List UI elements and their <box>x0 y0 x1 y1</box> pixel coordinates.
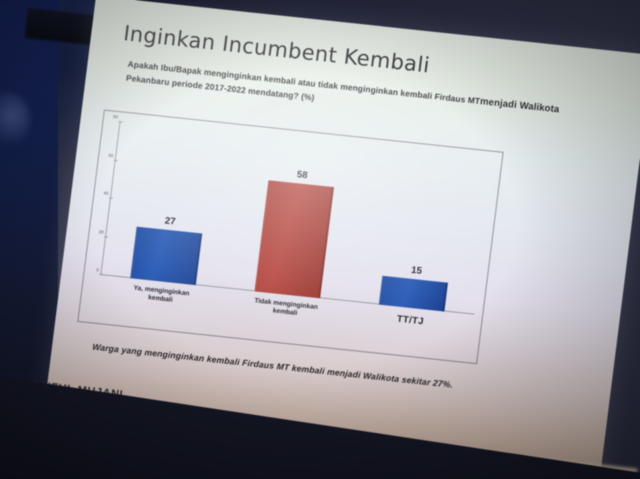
bar-group-2[interactable]: 15 <box>379 152 464 312</box>
y-axis-tick-label: 0 <box>96 267 100 273</box>
bar-group-1[interactable]: 58 <box>254 139 339 299</box>
x-label-ya: Ya, menginginkan kembali <box>133 284 190 304</box>
bar-group-0[interactable]: 27 <box>129 125 215 286</box>
bar-value-label: 15 <box>410 264 423 277</box>
x-label-tidak: Tidak menginginkan kembali <box>253 297 319 317</box>
bar-ya-menginginkan-kembali[interactable] <box>129 226 202 286</box>
y-axis-tick-label: 80 <box>112 114 119 120</box>
y-axis-tick-label: 40 <box>103 190 109 196</box>
x-label-tt-tj: TT/TJ <box>396 312 425 327</box>
bar-series: 27 58 15 <box>100 122 493 314</box>
bar-value-label: 58 <box>296 169 309 182</box>
bar-chart: 0 20 40 60 80 27 58 15 <box>77 109 504 365</box>
chart-plot-area: 0 20 40 60 80 27 58 15 <box>96 114 493 315</box>
bar-tt-tj[interactable] <box>379 275 449 312</box>
y-axis-tick-label: 60 <box>108 152 114 158</box>
y-axis-tick-label: 20 <box>98 228 105 235</box>
bar-value-label: 27 <box>164 215 177 228</box>
bar-tidak-menginginkan-kembali[interactable] <box>254 180 334 299</box>
